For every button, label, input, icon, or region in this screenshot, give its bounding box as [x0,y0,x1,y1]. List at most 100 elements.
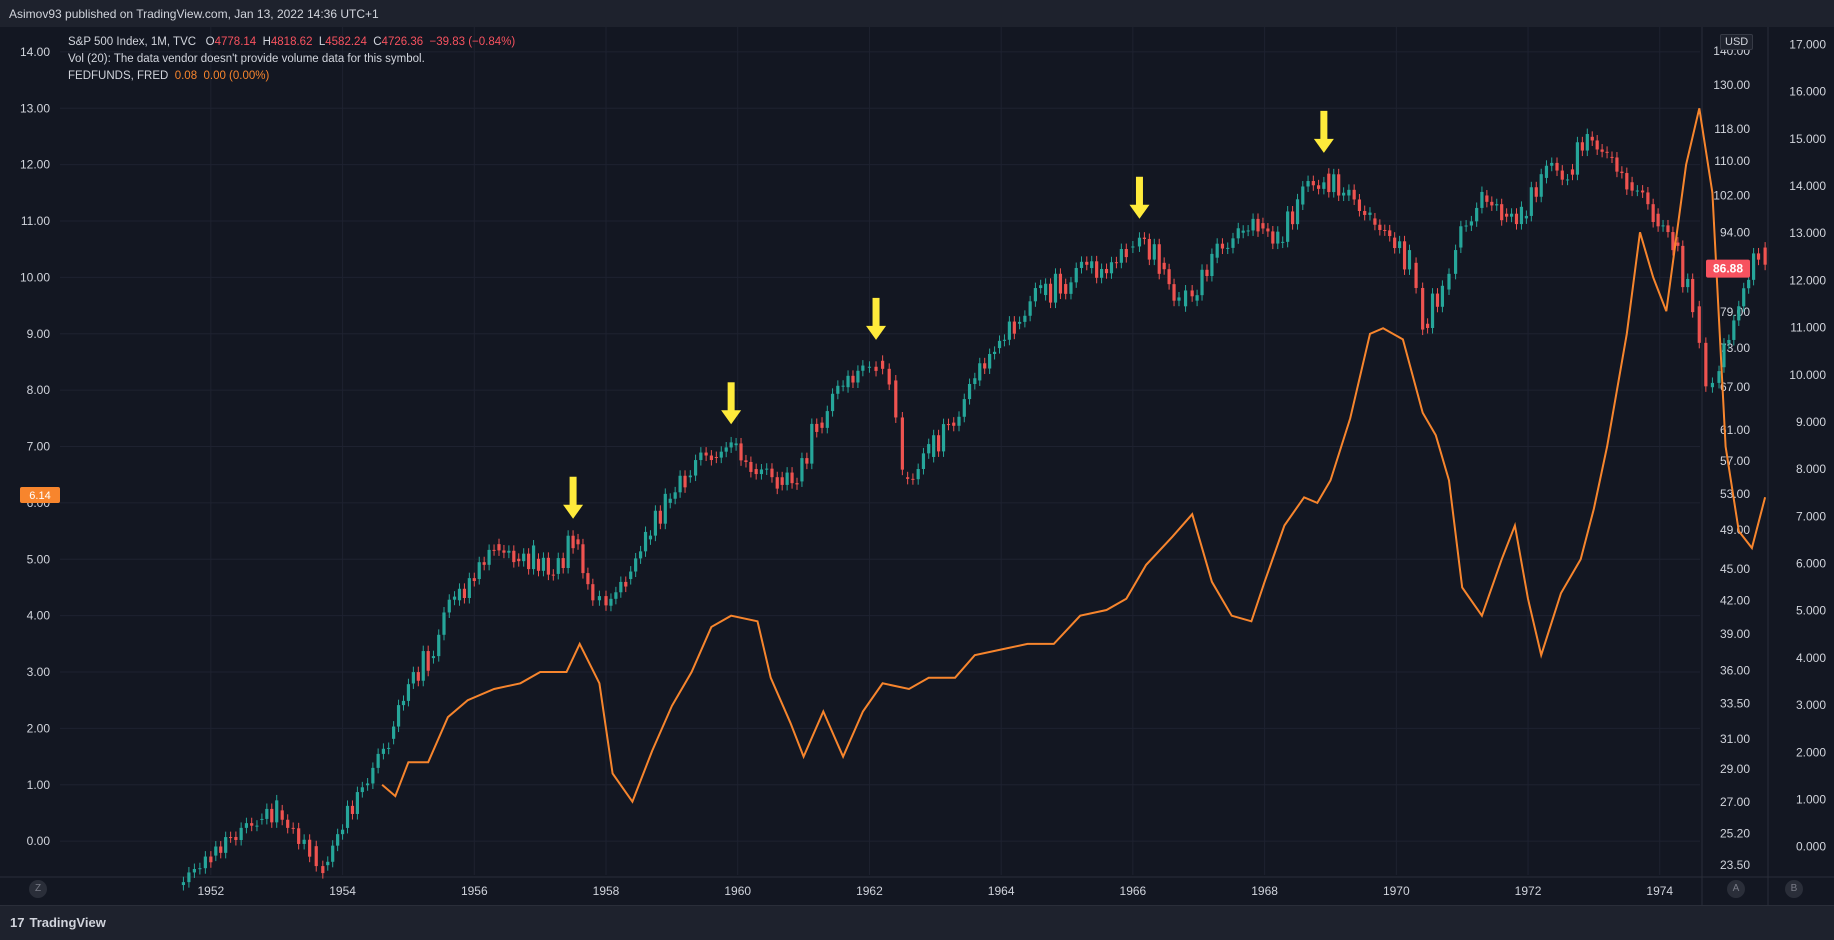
candle-body [1157,244,1161,274]
legend-spx-l-key: L [318,36,326,48]
candle-body [744,460,748,462]
candle-body [297,828,301,844]
candle-body [376,753,380,768]
candle-body [1220,243,1225,249]
candle-body [1580,142,1584,151]
candle-body [1172,284,1176,301]
candle-body [1085,261,1089,265]
legend-fed-value: 0.08 [174,70,198,82]
candle-body [1671,232,1675,251]
tradingview-brand[interactable]: 17 TradingView [10,915,106,930]
candle-body [1646,192,1650,205]
candle-body [780,477,784,485]
legend-spx-close: 4726.36 [381,36,424,48]
candle-body [1595,140,1599,150]
candle-body [916,468,920,480]
candle-body [381,748,386,754]
candle-body [219,846,223,853]
candle-body [1475,207,1479,222]
x-tick-label: 1964 [988,884,1015,898]
candle-body [856,370,860,383]
far-right-axis-tick-label: 13.000 [1789,226,1826,240]
candle-body [586,573,590,585]
candle-body [906,477,910,479]
candle-body [1464,225,1468,227]
candle-body [1585,134,1589,151]
right-axis-tick-label: 49.00 [1720,523,1750,537]
candle-body [561,558,565,569]
far-right-axis-tick-label: 14.000 [1789,179,1826,193]
candle-body [800,458,804,482]
candle-body [1378,224,1382,231]
candle-body [1388,230,1392,237]
candle-body [447,599,451,613]
candle-body [1490,201,1494,206]
far-right-axis-tick-label: 16.000 [1789,85,1826,99]
candle-body [437,634,441,657]
legend-spx-row[interactable]: S&P 500 Index, 1M, TVC O4778.14 H4818.62… [68,34,515,51]
currency-button[interactable]: USD [1720,34,1754,50]
candle-body [340,829,345,835]
candle-body [1099,268,1104,278]
candle-body [1012,321,1016,334]
candle-body [1028,301,1032,316]
candle-body [1751,253,1756,280]
left-axis-tick-label: 5.00 [27,552,51,566]
right-axis-tick-label: 33.50 [1720,696,1750,710]
candle-body [1048,283,1053,303]
timezone-button[interactable]: Z [29,880,47,898]
candle-body [1430,293,1435,328]
candle-body [1421,287,1425,330]
candle-body [531,545,536,570]
candle-body [1018,321,1022,324]
candle-body [867,366,872,368]
candle-body [421,651,425,681]
legend-vol-row[interactable]: Vol (20): The data vendor doesn't provid… [68,51,515,68]
legend-fed-row[interactable]: FEDFUNDS, FRED 0.08 0.00 (0.00%) [68,68,515,85]
candle-body [1352,189,1356,200]
scale-b-button[interactable]: B [1785,880,1803,898]
published-text: Asimov93 published on TradingView.com, J… [9,7,379,21]
down-arrow-shaft [1135,176,1143,207]
candle-body [401,700,406,706]
right-axis-tick-label: 39.00 [1720,627,1750,641]
left-axis-tick-label: 8.00 [27,383,51,397]
left-axis-tick-label: 12.00 [20,158,50,172]
candle-body [442,612,446,635]
candle-body [224,837,228,853]
candle-body [846,375,850,388]
candle-body [785,472,789,485]
right-axis-tick-label: 94.00 [1720,226,1750,240]
candle-body [1286,211,1290,242]
right-axis-tick-label: 110.00 [1714,154,1750,168]
candle-body [250,823,254,826]
candle-body [571,535,575,549]
candle-body [396,705,401,727]
candle-body [331,845,335,862]
candle-body [1524,215,1528,219]
auto-scale-button[interactable]: A [1727,880,1745,898]
candle-body [1435,293,1440,307]
candle-body [820,422,824,428]
candle-body [1469,221,1473,226]
far-right-axis-tick-label: 0.000 [1796,840,1826,854]
candle-body [1407,250,1412,270]
candle-body [1635,190,1639,192]
candle-body [1311,181,1315,186]
candle-body [1368,212,1372,215]
candle-body [638,551,643,559]
candle-body [1064,284,1068,294]
candle-body [1290,211,1295,225]
far-right-axis-tick-label: 4.000 [1796,651,1826,665]
candle-body [1131,246,1135,248]
candle-body [1402,241,1407,270]
candle-body [1485,195,1489,202]
right-axis-tick-label: 57.00 [1720,454,1750,468]
candle-body [1256,218,1260,232]
candle-body [1440,285,1445,307]
right-axis-tick-label: 23.50 [1720,858,1750,872]
price-chart[interactable]: 1952 1954 1956 1958 1960 1962 1964 1966 1968 1970… [0,27,1834,905]
candle-body [614,592,618,599]
chart-background [0,27,1834,905]
candle-body [1266,228,1270,232]
